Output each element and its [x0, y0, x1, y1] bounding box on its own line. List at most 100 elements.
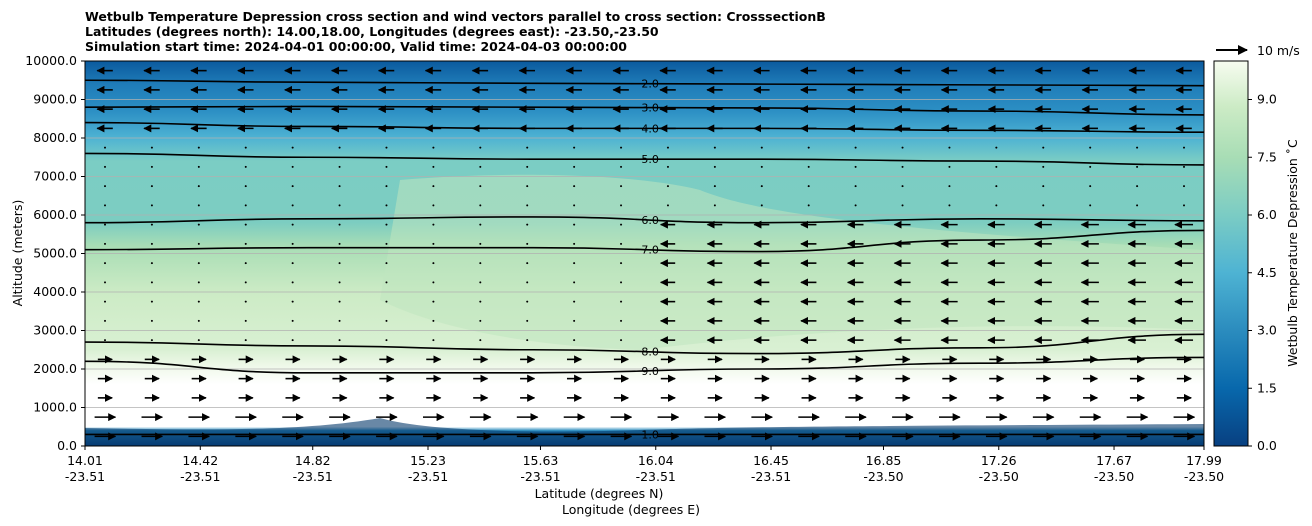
x-tick-label-lat: 17.67 [1096, 453, 1132, 468]
wind-vector-dot [1136, 185, 1139, 188]
wind-vector-dot [666, 146, 669, 149]
wind-vector-dot [1089, 146, 1092, 149]
wind-vector-dot [104, 319, 106, 322]
wind-vector-dot [573, 165, 576, 168]
wind-vector-dot [620, 185, 623, 188]
wind-vector-dot [948, 185, 951, 188]
wind-vector-dot [197, 146, 200, 149]
wind-key-label: 10 m/s [1257, 43, 1300, 58]
wind-vector-dot [760, 146, 763, 149]
wind-vector-dot [104, 339, 106, 342]
x-tick-label-lon: -23.51 [636, 469, 676, 484]
colorbar-label: Wetbulb Temperature Depression ˚C [1285, 139, 1300, 367]
wind-vector-dot [150, 339, 153, 342]
contour-line-9.0 [84, 356, 1205, 374]
x-axis-label-lat: Latitude (degrees N) [535, 486, 664, 501]
wind-vector-dot [526, 262, 529, 265]
y-tick-label: 0.0 [57, 438, 77, 453]
contour-label: 6.0 [641, 214, 659, 227]
wind-vector-dot [244, 262, 247, 265]
x-tick-label-lat: 17.26 [981, 453, 1017, 468]
x-tick-label-lon: -23.51 [751, 469, 791, 484]
y-tick-label: 10000.0 [25, 53, 77, 68]
x-tick-label-lon: -23.50 [1094, 469, 1134, 484]
wind-vector-dot [526, 339, 529, 342]
wind-vector-dot [150, 185, 153, 188]
colorbar-ticks: 0.0 1.5 3.0 4.5 6.0 7.5 9.0 [1248, 92, 1277, 453]
wind-vector-dot [479, 185, 482, 188]
wind-vector-dot [573, 146, 576, 149]
wind-vector-dot [854, 146, 857, 149]
wind-vector-dot [901, 165, 904, 168]
wind-vector-dot [573, 223, 576, 226]
wind-vector-dot [1183, 146, 1185, 149]
wind-vector-dot [432, 204, 435, 207]
x-tick-label-lat: 14.82 [295, 453, 331, 468]
x-tick-label-lon: -23.51 [65, 469, 105, 484]
y-tick-label: 4000.0 [33, 284, 77, 299]
wind-vector-dot [385, 223, 388, 226]
contour-line-5.0 [84, 152, 1205, 166]
wind-vector-dot [385, 242, 388, 245]
wind-vector-dot [244, 319, 247, 322]
wind-vector-dot [104, 185, 106, 188]
wind-vector-dot [244, 242, 247, 245]
colorbar-tick-label: 4.5 [1257, 265, 1277, 280]
y-tick-label: 1000.0 [33, 400, 77, 415]
contour-labels: 2.0 3.0 4.0 5.0 6.0 7.0 8.0 9.0 1.0 [641, 78, 659, 442]
wind-vector-dot [620, 300, 623, 303]
wind-vector-dot [432, 185, 435, 188]
wind-vector-dot [150, 146, 153, 149]
wind-vector-dot [573, 300, 576, 303]
wind-vector-dot [901, 146, 904, 149]
wind-vector-dot [479, 146, 482, 149]
wind-vector-dot [573, 185, 576, 188]
wind-vector-dot [479, 300, 482, 303]
y-tick-label: 7000.0 [33, 169, 77, 184]
wind-vector-dot [854, 204, 857, 207]
wind-vector-dot [620, 242, 623, 245]
wind-vector-dot [620, 339, 623, 342]
wind-vector-dot [150, 223, 153, 226]
colorbar-tick-label: 9.0 [1257, 92, 1277, 107]
wind-vector-dot [244, 146, 247, 149]
x-axis-label-lon: Longitude (degrees E) [562, 502, 700, 517]
y-axis: 0.0 1000.0 2000.0 3000.0 4000.0 5000.0 6000.0 7… [25, 53, 85, 453]
wind-vector-dot [338, 319, 341, 322]
wind-vector-dot [291, 319, 294, 322]
wind-vector-dot [104, 262, 106, 265]
wind-vector-dot [1042, 185, 1045, 188]
wind-vector-dot [620, 262, 623, 265]
wind-vector-dot [620, 281, 623, 284]
x-tick-label-lon: -23.50 [1184, 469, 1224, 484]
wind-vector-dot [1136, 165, 1139, 168]
wind-vector-dot [338, 262, 341, 265]
colorbar-tick-label: 6.0 [1257, 207, 1277, 222]
wind-vector-dot [197, 339, 200, 342]
wind-vector-dot [338, 185, 341, 188]
wind-vector-dot [666, 165, 669, 168]
wind-vector-dot [854, 185, 857, 188]
wind-vector-dot [104, 146, 106, 149]
wind-vector-dot [479, 281, 482, 284]
wind-vector-dot [807, 185, 810, 188]
wind-vector-dot [385, 165, 388, 168]
contour-line-2.0 [84, 79, 1205, 87]
contour-label: 5.0 [641, 153, 659, 166]
colorbar-tick-label: 7.5 [1257, 149, 1277, 164]
wind-vector-dot [338, 204, 341, 207]
wind-vector-dot [104, 165, 106, 168]
contour-label: 1.0 [641, 428, 659, 441]
wind-vector-dot [432, 262, 435, 265]
wind-vector-dot [479, 339, 482, 342]
colorbar-tick-label: 0.0 [1257, 438, 1277, 453]
wind-vector-dot [385, 204, 388, 207]
y-tick-label: 6000.0 [33, 207, 77, 222]
wind-vector-dot [760, 165, 763, 168]
wind-vector-dot [244, 185, 247, 188]
wind-vector-dot [948, 165, 951, 168]
wind-vector-dot [948, 146, 951, 149]
wind-vector-dot [291, 165, 294, 168]
wind-vector-dot [526, 146, 529, 149]
wind-vector-dot [666, 185, 669, 188]
